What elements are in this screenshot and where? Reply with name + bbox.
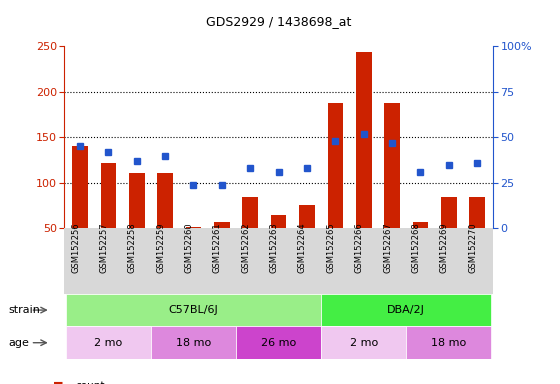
- Text: 2 mo: 2 mo: [94, 338, 123, 348]
- Bar: [101, 163, 116, 228]
- Text: ■: ■: [53, 381, 64, 384]
- Bar: [441, 197, 456, 228]
- Text: strain: strain: [8, 305, 40, 315]
- Bar: [271, 215, 286, 228]
- Bar: [406, 326, 491, 359]
- Text: C57BL/6J: C57BL/6J: [169, 305, 218, 315]
- Text: DBA/2J: DBA/2J: [388, 305, 425, 315]
- Bar: [321, 294, 491, 326]
- Bar: [469, 197, 485, 228]
- Bar: [157, 173, 173, 228]
- Text: GDS2929 / 1438698_at: GDS2929 / 1438698_at: [206, 15, 351, 28]
- Text: count: count: [76, 381, 105, 384]
- Bar: [236, 326, 321, 359]
- Text: 18 mo: 18 mo: [176, 338, 211, 348]
- Bar: [328, 103, 343, 228]
- Bar: [151, 326, 236, 359]
- Text: 26 mo: 26 mo: [261, 338, 296, 348]
- Bar: [321, 326, 406, 359]
- Bar: [242, 197, 258, 228]
- Text: 18 mo: 18 mo: [431, 338, 466, 348]
- Bar: [66, 326, 151, 359]
- Bar: [186, 227, 201, 228]
- Bar: [214, 222, 230, 228]
- Bar: [384, 103, 400, 228]
- Text: age: age: [8, 338, 29, 348]
- Bar: [72, 146, 88, 228]
- Bar: [66, 294, 321, 326]
- Bar: [413, 222, 428, 228]
- Text: 2 mo: 2 mo: [349, 338, 378, 348]
- Bar: [356, 51, 371, 228]
- Bar: [299, 205, 315, 228]
- Bar: [129, 173, 144, 228]
